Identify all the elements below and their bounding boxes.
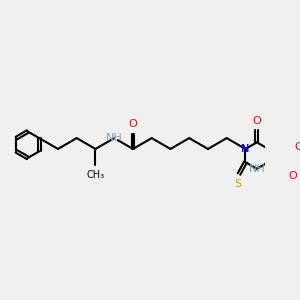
Text: NH: NH (248, 164, 265, 174)
Text: O: O (288, 171, 297, 181)
Text: N: N (241, 144, 250, 154)
Text: N: N (241, 144, 250, 154)
Text: O: O (129, 119, 137, 129)
Text: NH: NH (106, 133, 123, 143)
Text: S: S (234, 179, 241, 189)
Text: O: O (295, 142, 300, 152)
Text: CH₃: CH₃ (86, 170, 104, 180)
Text: O: O (253, 116, 261, 127)
